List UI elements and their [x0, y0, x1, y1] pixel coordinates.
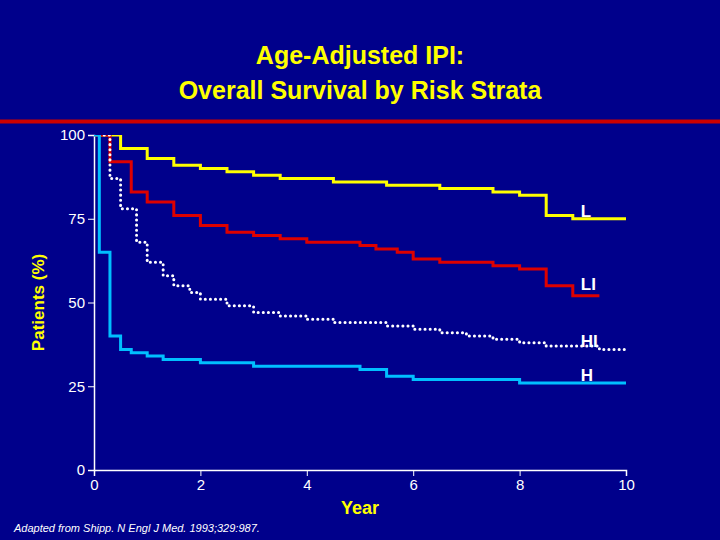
- tick: 4: [303, 470, 311, 493]
- tick-label: 2: [197, 476, 205, 493]
- tick-label: 75: [68, 210, 85, 227]
- tick-label: 8: [516, 476, 524, 493]
- axis-line: [88, 136, 95, 471]
- tick: 75: [68, 210, 94, 227]
- curve-label: H: [581, 366, 593, 385]
- curves: [94, 135, 626, 383]
- tick-mark: [88, 135, 94, 136]
- tick-label: 10: [618, 476, 635, 493]
- series-line: [94, 135, 626, 349]
- tick: 6: [410, 470, 418, 493]
- title: Age-Adjusted IPI:: [256, 41, 464, 69]
- chart-container: Age-Adjusted IPI: Overall Survival by Ris…: [0, 0, 720, 540]
- curve-label: L: [581, 202, 591, 221]
- tick: 25: [68, 378, 94, 395]
- tick-label: 50: [68, 294, 85, 311]
- tick: 0: [90, 470, 98, 493]
- tick-label: 100: [60, 126, 85, 143]
- chart-svg: Age-Adjusted IPI: Overall Survival by Ris…: [0, 0, 720, 540]
- series-line: [94, 135, 626, 383]
- tick: 100: [60, 126, 94, 143]
- tick-label: 4: [303, 476, 311, 493]
- tick: 0: [77, 461, 94, 478]
- background: [0, 0, 720, 540]
- tick: 8: [516, 470, 524, 493]
- tick-mark: [88, 219, 94, 220]
- tick: 10: [618, 470, 635, 493]
- y-axis: 0 25 50 75 100: [60, 126, 95, 478]
- tick-mark: [88, 303, 94, 304]
- tick-label: 0: [90, 476, 98, 493]
- tick-label: 25: [68, 378, 85, 395]
- tick: 2: [197, 470, 205, 493]
- plot: 02468100255075100YearPatients (%)LLIHIH: [29, 126, 635, 518]
- x-axis: 0 2 4 6 8 10: [90, 470, 635, 493]
- subtitle: Overall Survival by Risk Strata: [179, 76, 543, 104]
- separator: [0, 120, 720, 124]
- curve-label: HI: [581, 332, 598, 351]
- footnote: Adapted from Shipp. N Engl J Med. 1993;3…: [13, 522, 260, 534]
- tick-label: 6: [410, 476, 418, 493]
- series-line: [94, 135, 599, 296]
- tick: 50: [68, 294, 94, 311]
- axis-line: [95, 471, 627, 477]
- x-axis-label: Year: [341, 498, 379, 518]
- curve-label: LI: [581, 275, 596, 294]
- y-axis-label: Patients (%): [29, 254, 48, 351]
- tick-mark: [88, 470, 94, 471]
- tick-label: 0: [77, 461, 85, 478]
- tick-mark: [88, 386, 94, 387]
